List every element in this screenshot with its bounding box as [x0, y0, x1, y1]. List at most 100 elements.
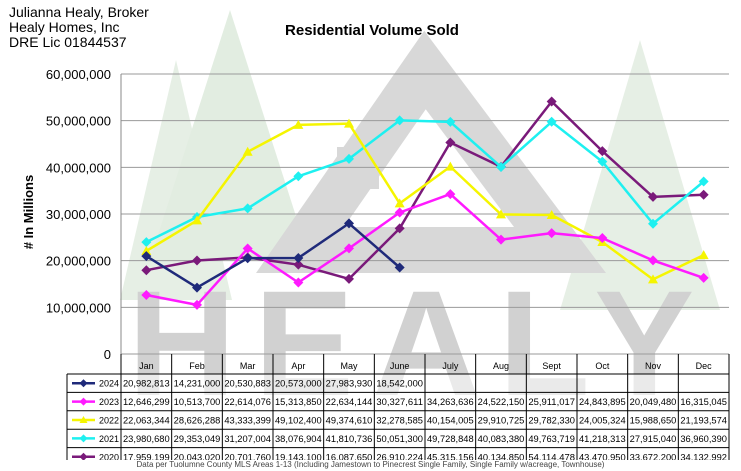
data-point — [293, 171, 304, 182]
data-point — [445, 137, 456, 148]
x-tick-label: Sept — [542, 361, 561, 371]
data-label: 36,960,390 — [680, 434, 727, 444]
data-label: 30,327,611 — [376, 397, 423, 407]
series-line-2021 — [145, 119, 705, 244]
data-label: 54,114,478 — [528, 452, 575, 460]
legend-marker — [79, 416, 88, 423]
data-point — [648, 191, 658, 202]
data-point — [242, 146, 253, 156]
data-label: 23,980,680 — [123, 434, 170, 444]
data-label: 27,915,040 — [630, 434, 677, 444]
data-label: 15,988,650 — [630, 416, 677, 426]
data-point — [141, 265, 152, 276]
data-label: 10,513,700 — [174, 397, 221, 407]
data-label: 26,910,224 — [376, 452, 423, 460]
data-table: Jan Feb Mar Apr May June July Aug Sept Oct Nov Dec 2… — [66, 354, 730, 460]
data-point — [293, 252, 304, 263]
legend-label: 2022 — [99, 416, 119, 426]
broker-info: Julianna Healy, Broker Healy Homes, Inc … — [9, 5, 149, 50]
data-point — [394, 115, 405, 126]
table-row-2024: 2024 20,982,813 14,231,000 20,530,883 20,573… — [72, 379, 423, 389]
data-label: 20,573,000 — [275, 379, 322, 389]
x-tick-label: Jan — [139, 361, 154, 371]
data-point — [546, 228, 557, 239]
data-point — [496, 161, 506, 172]
data-label: 34,263,636 — [427, 397, 474, 407]
data-point — [546, 96, 557, 107]
table-row-2020: 2020 17,959,199 20,043,020 20,701,760 19,143… — [72, 452, 727, 460]
x-tick-label: June — [390, 361, 410, 371]
data-point — [242, 203, 253, 214]
data-point — [698, 176, 709, 187]
data-label: 43,333,399 — [224, 416, 271, 426]
table-row-2023: 2023 12,646,299 10,513,700 22,614,076 15,313… — [72, 397, 727, 407]
data-label: 49,763,719 — [528, 434, 575, 444]
data-point — [546, 210, 557, 220]
series-2021 — [141, 115, 709, 248]
x-tick-label: July — [442, 361, 459, 371]
data-point — [698, 189, 709, 200]
legend-marker — [79, 379, 88, 388]
series-line-2023 — [146, 192, 705, 307]
data-label: 43,470,950 — [579, 452, 626, 460]
data-point — [344, 153, 354, 164]
data-label: 49,102,400 — [275, 416, 322, 426]
data-point — [242, 243, 253, 254]
data-point — [192, 299, 202, 310]
series-line-2022 — [145, 122, 705, 281]
legend-label: 2024 — [99, 379, 119, 389]
data-label: 29,910,725 — [478, 416, 525, 426]
series-2022 — [141, 118, 709, 284]
data-label: 40,134,850 — [478, 452, 525, 460]
data-label: 16,087,650 — [326, 452, 373, 460]
data-label: 40,083,380 — [478, 434, 525, 444]
data-label: 20,530,883 — [224, 379, 271, 389]
x-tick-label: May — [340, 361, 358, 371]
data-point — [445, 189, 456, 200]
data-label: 31,207,004 — [224, 434, 271, 444]
data-point — [192, 255, 202, 266]
data-label: 18,542,000 — [376, 379, 423, 389]
data-point — [648, 274, 658, 284]
data-point — [141, 246, 152, 256]
data-point — [344, 273, 354, 284]
data-label: 38,076,904 — [275, 434, 322, 444]
table-row-2022: 2022 22,063,344 28,626,288 43,333,399 49,102… — [72, 416, 727, 426]
data-label: 45,315,156 — [427, 452, 474, 460]
y-tick-label: 10,000,000 — [46, 300, 111, 315]
data-label: 34,132,992 — [680, 452, 727, 460]
data-label: 24,522,150 — [478, 397, 525, 407]
data-label: 33,672,200 — [630, 452, 677, 460]
data-point — [344, 118, 354, 128]
data-label: 20,701,760 — [224, 452, 271, 460]
data-label: 22,614,076 — [224, 397, 271, 407]
data-label: 20,982,813 — [123, 379, 170, 389]
legend-label: 2021 — [99, 434, 119, 444]
x-tick-label: Dec — [696, 361, 713, 371]
data-label: 29,353,049 — [174, 434, 221, 444]
data-label: 49,374,610 — [326, 416, 373, 426]
series-2023 — [141, 189, 709, 310]
data-point — [496, 234, 506, 245]
data-point — [394, 262, 405, 273]
data-point — [192, 282, 202, 293]
data-label: 14,231,000 — [174, 379, 221, 389]
x-tick-label: Apr — [291, 361, 305, 371]
data-label: 20,049,480 — [630, 397, 677, 407]
y-tick-label: 20,000,000 — [46, 254, 111, 269]
data-point — [648, 255, 658, 266]
data-point — [141, 289, 152, 300]
chart: HEALY Residential Volume Sold # In Milli… — [21, 10, 730, 460]
data-label: 21,193,574 — [680, 416, 727, 426]
data-point — [648, 218, 658, 229]
table-row-2021: 2021 23,980,680 29,353,049 31,207,004 38,076… — [72, 434, 727, 444]
y-tick-label: 0 — [104, 347, 111, 362]
watermark-tree-center — [150, 10, 310, 260]
data-label: 40,154,005 — [427, 416, 474, 426]
data-label: 12,646,299 — [123, 397, 170, 407]
data-label: 22,634,144 — [326, 397, 373, 407]
legend-label: 2023 — [99, 397, 119, 407]
data-point — [445, 116, 456, 127]
y-tick-label: 60,000,000 — [46, 67, 111, 82]
legend-marker — [79, 434, 88, 443]
